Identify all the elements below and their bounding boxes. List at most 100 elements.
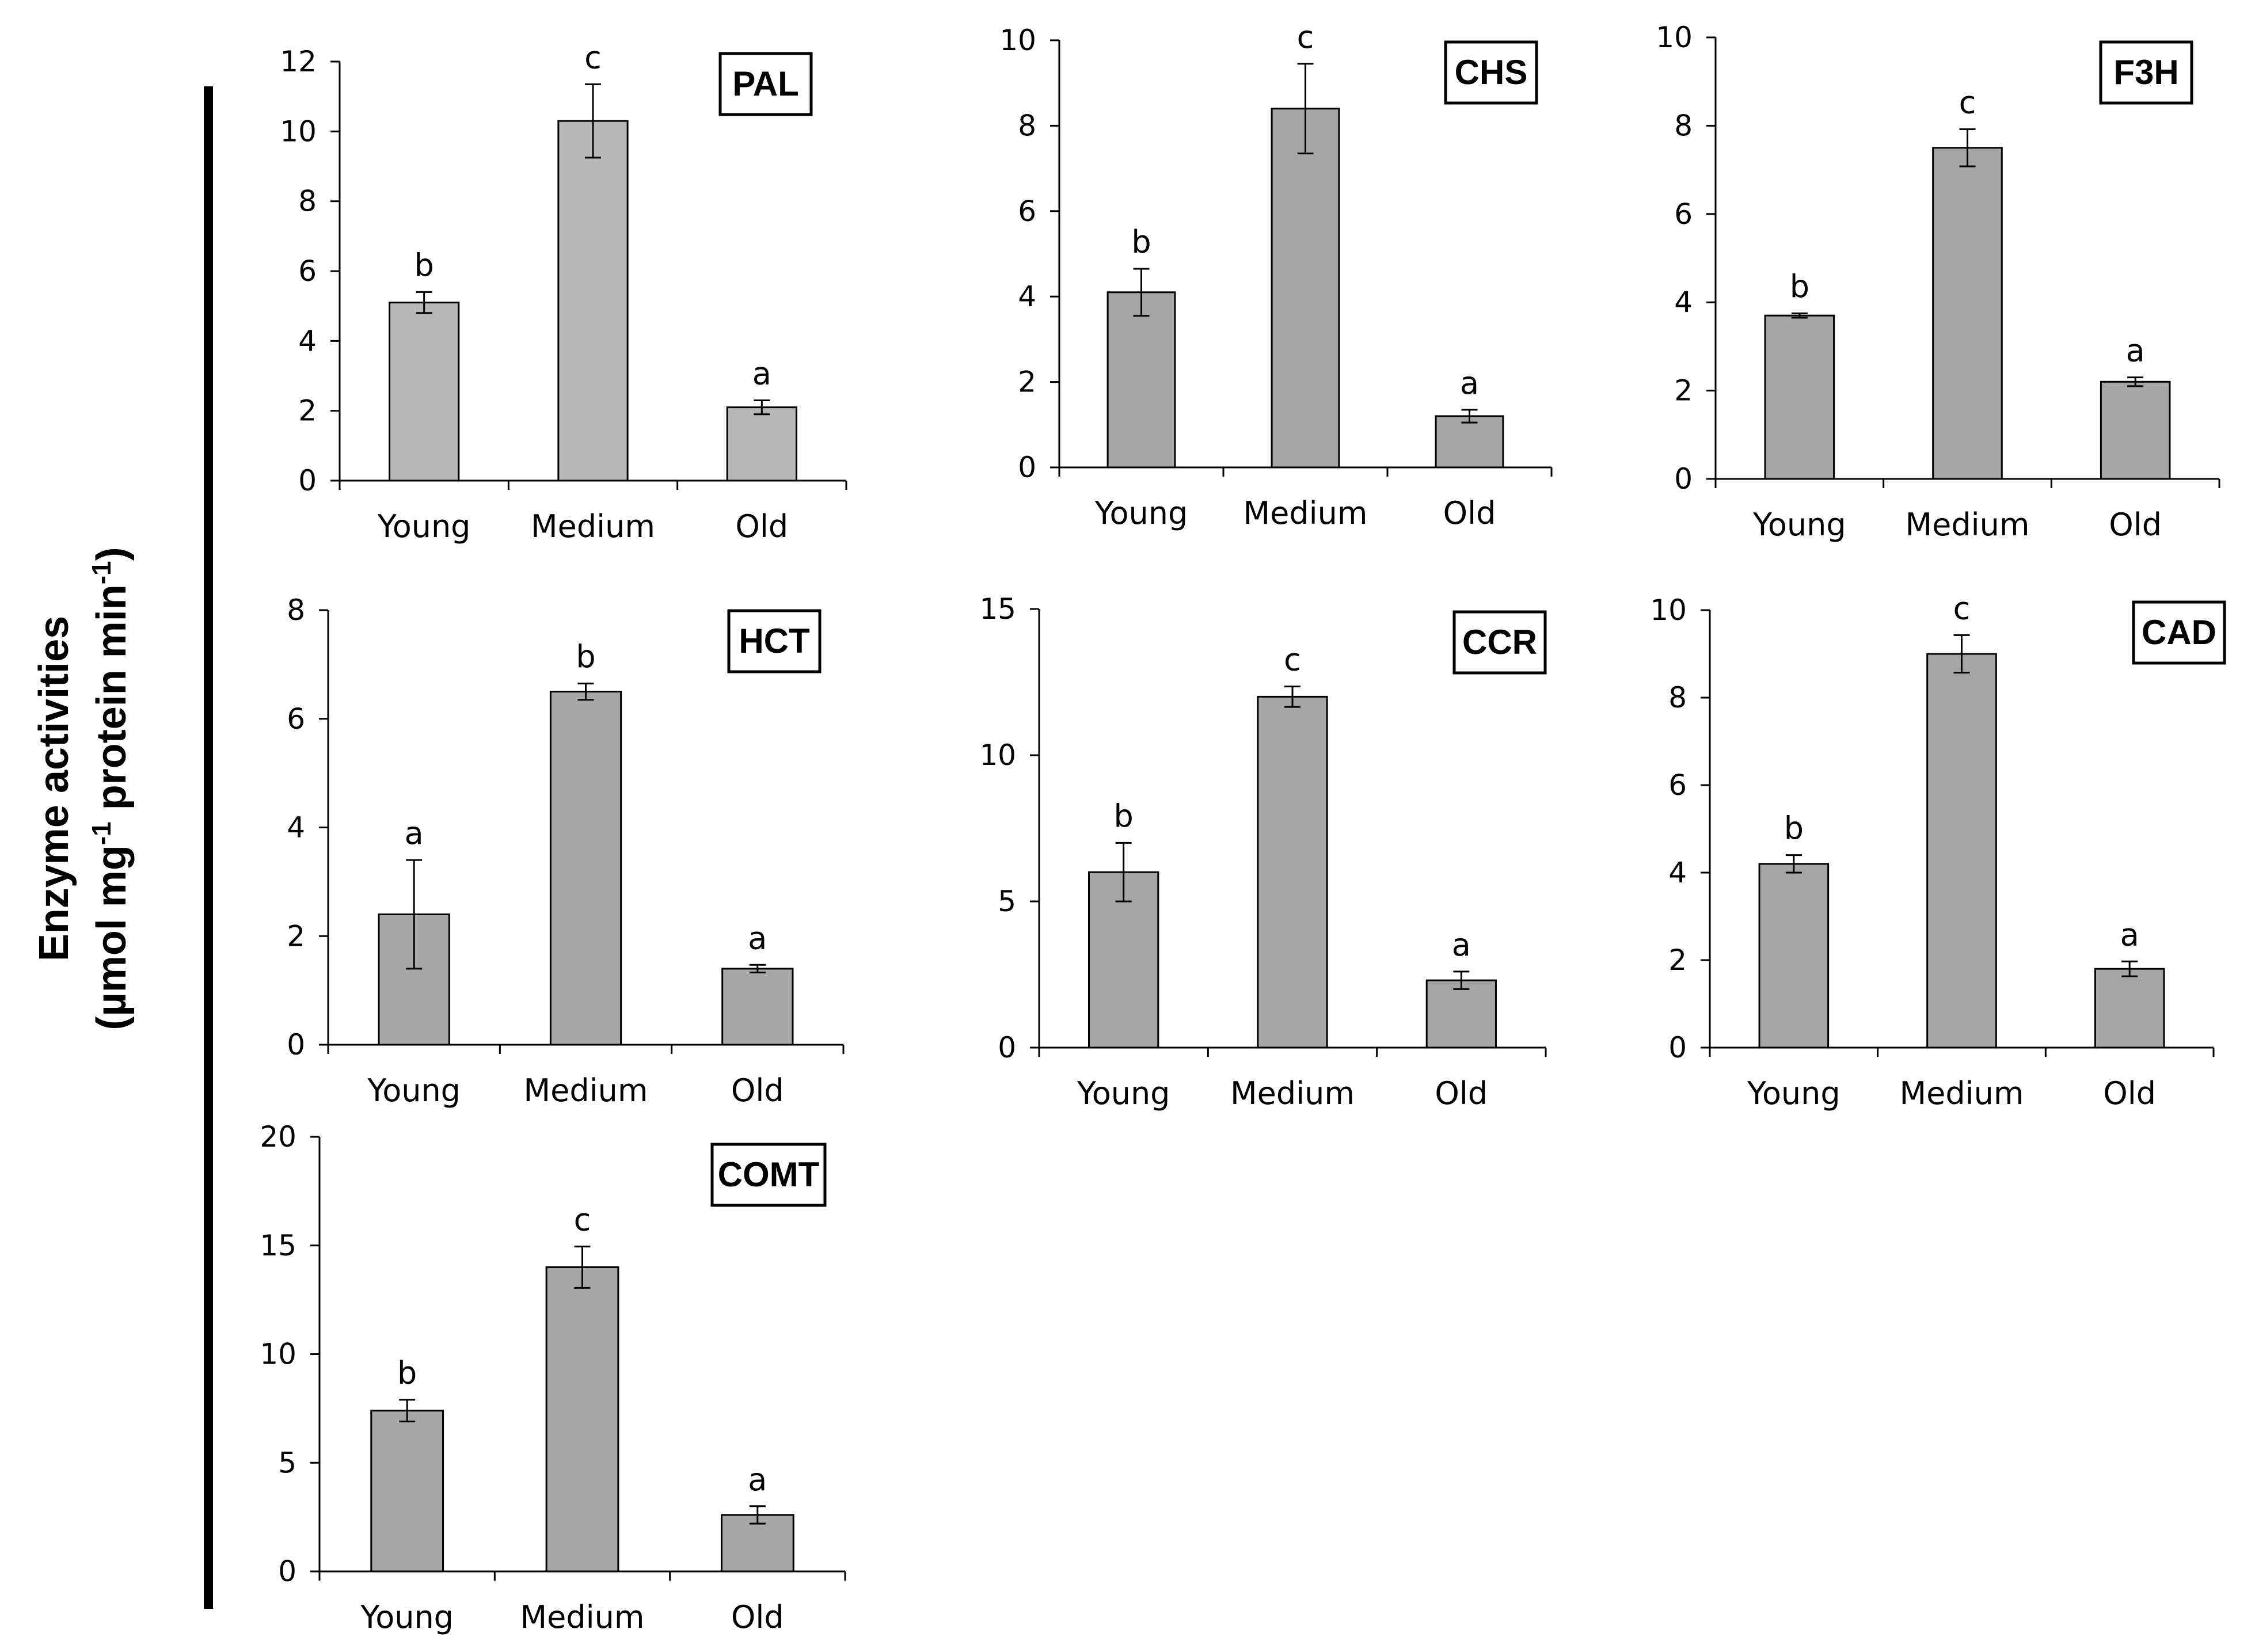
significance-letter: c <box>1959 85 1976 121</box>
x-tick-label: Medium <box>531 508 655 545</box>
bar-medium <box>1257 695 1328 1049</box>
significance-letter: c <box>1284 642 1301 678</box>
y-label-sup1: -1 <box>86 821 116 845</box>
panel-title: CHS <box>1455 53 1528 92</box>
y-tick-label: 6 <box>1674 197 1693 231</box>
bar-medium <box>1271 108 1340 469</box>
y-tick-label: 10 <box>280 115 317 148</box>
panel-title-frame <box>727 609 822 673</box>
panel-title-box: PAL <box>718 52 813 116</box>
y-tick-label: 10 <box>979 739 1016 772</box>
y-label-unit-c: ) <box>89 547 135 561</box>
y-tick-label: 15 <box>979 592 1016 626</box>
panel-title: HCT <box>739 622 809 660</box>
significance-letter: b <box>1131 224 1151 260</box>
bar-old <box>1435 415 1504 469</box>
y-tick-label: 8 <box>1674 109 1693 142</box>
panel-title-frame <box>2132 600 2226 665</box>
significance-letter: c <box>584 39 602 75</box>
y-tick-label: 8 <box>1018 109 1036 142</box>
bar-old <box>2100 380 2171 480</box>
significance-letter: b <box>1790 268 1809 304</box>
y-tick-label: 0 <box>1018 451 1036 484</box>
y-label-line2: (µmol mg-1 protein min-1) <box>86 547 135 1030</box>
x-tick-label: Young <box>1094 495 1188 531</box>
bar-young <box>370 1410 444 1573</box>
y-tick-label: 5 <box>278 1446 296 1479</box>
bar-medium <box>557 120 629 482</box>
significance-letter: a <box>752 355 771 391</box>
significance-letter: c <box>1297 19 1314 55</box>
x-tick-label: Young <box>1752 507 1846 543</box>
bar-young <box>389 302 460 482</box>
y-tick-label: 6 <box>298 254 317 288</box>
y-tick-label: 0 <box>298 464 317 497</box>
chart-f3h: 0 2 4 6 8 10 b Young c Medium a Old F3H <box>1656 21 2220 543</box>
panel-title-box: F3H <box>2099 40 2193 105</box>
x-tick-label: Young <box>1747 1075 1840 1112</box>
panel-title-box: CHS <box>1444 40 1538 105</box>
y-tick-label: 2 <box>1018 366 1036 399</box>
x-tick-label: Old <box>731 1072 784 1109</box>
y-tick-label: 6 <box>1018 195 1036 228</box>
panel-title: CCR <box>1462 623 1537 661</box>
y-label-sup2: -1 <box>86 561 116 584</box>
bar-medium <box>545 1266 619 1573</box>
y-tick-label: 10 <box>260 1338 296 1371</box>
y-tick-label: 20 <box>260 1120 296 1154</box>
significance-letter: b <box>1784 810 1804 847</box>
significance-letter: a <box>748 1461 767 1498</box>
panel-title-frame <box>718 52 813 116</box>
significance-letter: a <box>2126 333 2145 369</box>
x-tick-label: Old <box>735 508 788 545</box>
panel-title-box: CCR <box>1452 610 1547 675</box>
x-tick-label: Young <box>1077 1075 1170 1112</box>
y-tick-label: 0 <box>278 1555 296 1588</box>
x-tick-label: Young <box>367 1072 461 1109</box>
panel-title-frame <box>710 1143 827 1207</box>
chart-chs: 0 2 4 6 8 10 b Young c Medium a Old CHS <box>999 19 1553 531</box>
y-tick-label: 4 <box>1668 856 1687 889</box>
significance-letter: a <box>1452 927 1471 963</box>
y-tick-label: 2 <box>298 394 317 428</box>
significance-letter: a <box>748 920 767 956</box>
y-tick-label: 6 <box>287 702 305 736</box>
significance-letter: b <box>397 1355 417 1391</box>
bar-old <box>1425 979 1497 1049</box>
bar-medium <box>1926 653 1997 1049</box>
chart-cad: 0 2 4 6 8 10 b Young c Medium a Old CAD <box>1650 590 2226 1112</box>
chart-comt: 0 5 10 15 20 b Young c Medium a Old COMT <box>260 1120 846 1635</box>
significance-letter: b <box>1114 798 1134 834</box>
x-tick-label: Young <box>360 1599 454 1635</box>
panel-title-frame <box>1444 40 1538 105</box>
bar-young <box>1764 314 1835 480</box>
y-tick-label: 2 <box>1674 374 1693 408</box>
y-tick-label: 10 <box>999 24 1036 57</box>
y-tick-label: 6 <box>1668 768 1687 802</box>
panel-title: CAD <box>2142 613 2216 652</box>
panel-title: PAL <box>732 64 799 103</box>
x-tick-label: Young <box>377 508 471 545</box>
y-tick-label: 10 <box>1650 593 1687 627</box>
y-tick-label: 5 <box>998 885 1016 918</box>
x-tick-label: Medium <box>1900 1075 2024 1112</box>
panel-title-frame <box>2099 40 2193 105</box>
y-tick-label: 0 <box>287 1028 305 1061</box>
significance-letter: b <box>576 638 595 675</box>
chart-panels: 0 2 4 6 8 10 12 b Young c Medium a Old PAL 0 2 4 6 8 10 b You… <box>260 19 2226 1635</box>
x-tick-label: Medium <box>1244 495 1368 531</box>
x-tick-label: Medium <box>524 1072 648 1109</box>
y-tick-label: 4 <box>287 811 305 844</box>
panel-title-box: CAD <box>2132 600 2226 665</box>
significance-letter: c <box>1953 590 1971 626</box>
bar-medium <box>549 691 622 1046</box>
significance-letter: a <box>1460 365 1479 401</box>
significance-letter: a <box>405 815 424 851</box>
bar-old <box>2094 968 2165 1049</box>
panel-title: F3H <box>2113 53 2178 92</box>
x-tick-label: Medium <box>1906 507 2030 543</box>
x-tick-label: Old <box>1443 495 1496 531</box>
shared-y-label: Enzyme activities (µmol mg-1 protein min… <box>31 86 213 1609</box>
panel-title: COMT <box>718 1155 820 1194</box>
y-tick-label: 8 <box>287 593 305 627</box>
